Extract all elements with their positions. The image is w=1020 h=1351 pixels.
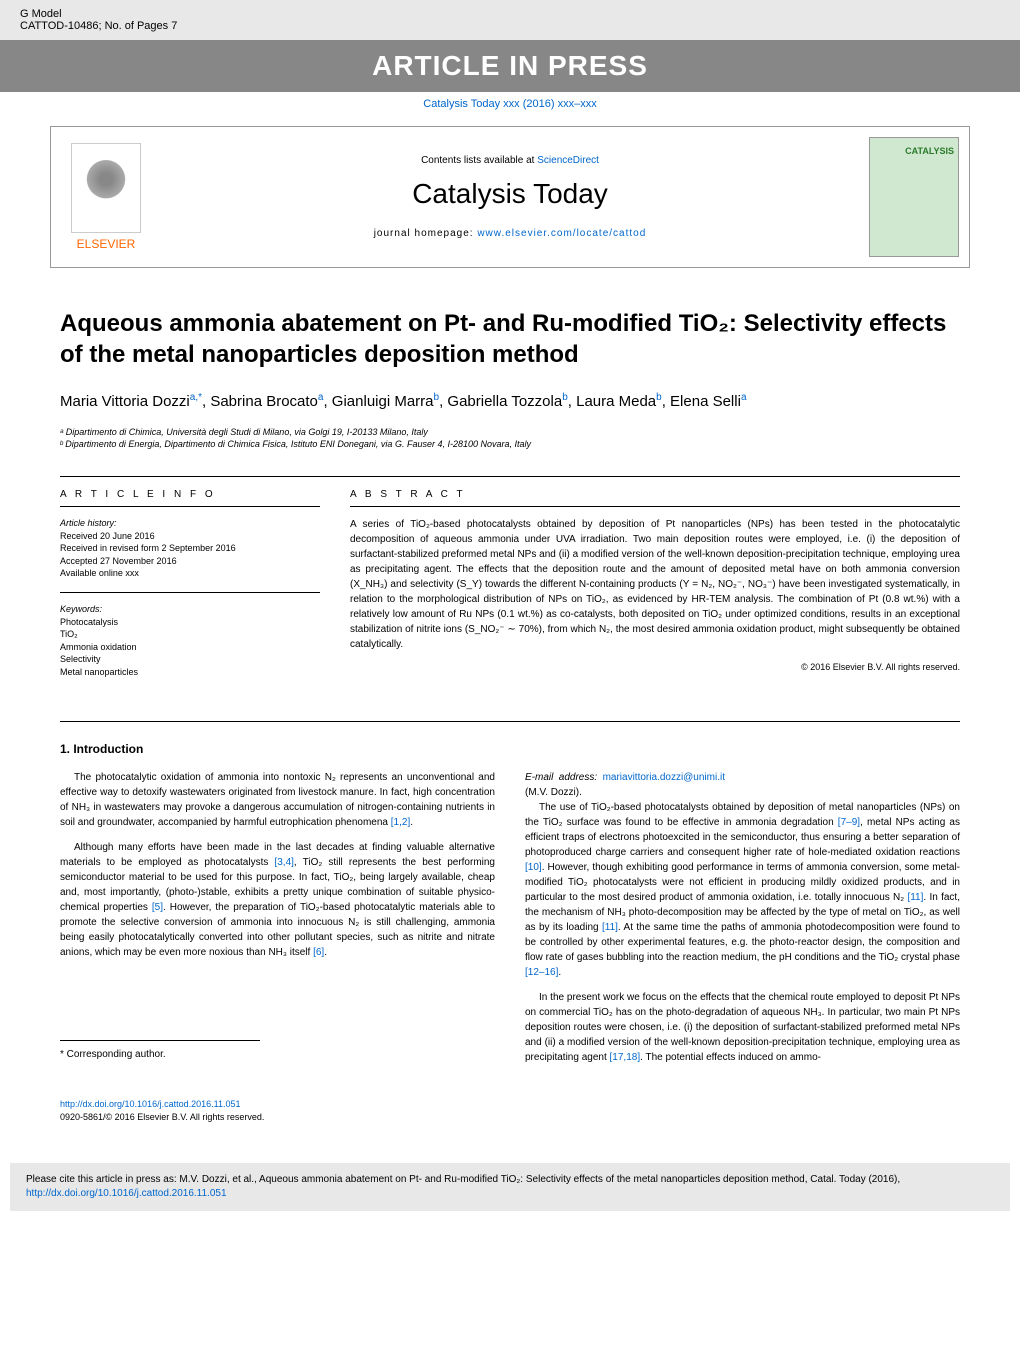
info-abstract-row: A R T I C L E I N F O Article history: R… [60, 476, 960, 691]
press-banner: ARTICLE IN PRESS [0, 40, 1020, 92]
ref-11b[interactable]: [11] [602, 922, 618, 933]
journal-ref-link[interactable]: Catalysis Today xxx (2016) xxx–xxx [0, 92, 1020, 116]
article-info-col: A R T I C L E I N F O Article history: R… [60, 489, 320, 691]
citation-box: Please cite this article in press as: M.… [10, 1163, 1010, 1211]
abstract-text: A series of TiO₂-based photocatalysts ob… [350, 517, 960, 652]
footer-info: http://dx.doi.org/10.1016/j.cattod.2016.… [60, 1098, 960, 1123]
accepted-date: Accepted 27 November 2016 [60, 555, 320, 568]
intro-heading: 1. Introduction [60, 742, 960, 756]
ref-17-18[interactable]: [17,18] [610, 1052, 641, 1063]
ref-6[interactable]: [6] [313, 947, 324, 958]
elsevier-logo: ELSEVIER [51, 127, 161, 267]
homepage-link[interactable]: www.elsevier.com/locate/cattod [477, 228, 646, 239]
keywords-label: Keywords: [60, 603, 320, 616]
homepage-line: journal homepage: www.elsevier.com/locat… [176, 228, 844, 239]
introduction-section: 1. Introduction The photocatalytic oxida… [60, 721, 960, 1069]
intro-p4: In the present work we focus on the effe… [525, 990, 960, 1065]
article-info-header: A R T I C L E I N F O [60, 489, 320, 507]
received-date: Received 20 June 2016 [60, 530, 320, 543]
contents-text: Contents lists available at [421, 155, 537, 166]
journal-cover-thumb: CATALYSIS [869, 137, 959, 257]
ref-10[interactable]: [10] [525, 862, 542, 873]
header-center: Contents lists available at ScienceDirec… [161, 140, 859, 254]
ref-3-4[interactable]: [3,4] [274, 857, 293, 868]
revised-date: Received in revised form 2 September 201… [60, 542, 320, 555]
intro-p1: The photocatalytic oxidation of ammonia … [60, 770, 495, 830]
elsevier-label: ELSEVIER [77, 237, 136, 251]
ref-1-2[interactable]: [1,2] [391, 817, 410, 828]
ref-7-9[interactable]: [7–9] [838, 817, 860, 828]
affiliations: ᵃ Dipartimento di Chimica, Università de… [60, 426, 960, 451]
intro-body: The photocatalytic oxidation of ammonia … [60, 770, 960, 1069]
abstract-copyright: © 2016 Elsevier B.V. All rights reserved… [350, 662, 960, 672]
cite-text: Please cite this article in press as: M.… [26, 1174, 900, 1185]
top-bar: G Model CATTOD-10486; No. of Pages 7 [0, 0, 1020, 40]
intro-p3: The use of TiO₂-based photocatalysts obt… [525, 800, 960, 980]
homepage-label: journal homepage: [374, 228, 478, 239]
abstract-header: A B S T R A C T [350, 489, 960, 507]
article-history: Article history: Received 20 June 2016 R… [60, 517, 320, 580]
article-title: Aqueous ammonia abatement on Pt- and Ru-… [60, 308, 960, 370]
email-line: E-mail address: mariavittoria.dozzi@unim… [525, 770, 725, 800]
ref-12-16[interactable]: [12–16] [525, 967, 558, 978]
issn-line: 0920-5861/© 2016 Elsevier B.V. All right… [60, 1111, 960, 1124]
history-label: Article history: [60, 517, 320, 530]
elsevier-tree-icon [71, 143, 141, 233]
journal-header-box: ELSEVIER Contents lists available at Sci… [50, 126, 970, 268]
cite-doi-link[interactable]: http://dx.doi.org/10.1016/j.cattod.2016.… [26, 1188, 227, 1199]
journal-title: Catalysis Today [176, 178, 844, 210]
article-code: CATTOD-10486; No. of Pages 7 [20, 20, 177, 32]
sciencedirect-link[interactable]: ScienceDirect [537, 155, 599, 166]
keywords-list: PhotocatalysisTiO₂Ammonia oxidationSelec… [60, 616, 320, 679]
ref-5[interactable]: [5] [152, 902, 163, 913]
ref-11a[interactable]: [11] [907, 892, 923, 903]
gmodel-label: G Model [20, 8, 177, 20]
author-email-link[interactable]: mariavittoria.dozzi@unimi.it [603, 772, 725, 783]
keywords-section: Keywords: PhotocatalysisTiO₂Ammonia oxid… [60, 603, 320, 679]
online-date: Available online xxx [60, 567, 320, 580]
author-list: Maria Vittoria Dozzia,*, Sabrina Brocato… [60, 390, 960, 414]
abstract-col: A B S T R A C T A series of TiO₂-based p… [350, 489, 960, 691]
main-content: Aqueous ammonia abatement on Pt- and Ru-… [0, 278, 1020, 1143]
gmodel-block: G Model CATTOD-10486; No. of Pages 7 [20, 8, 177, 32]
info-divider [60, 592, 320, 593]
journal-ref-text: Catalysis Today xxx (2016) xxx–xxx [423, 98, 596, 110]
contents-line: Contents lists available at ScienceDirec… [176, 155, 844, 166]
doi-link[interactable]: http://dx.doi.org/10.1016/j.cattod.2016.… [60, 1099, 240, 1109]
intro-p2: Although many efforts have been made in … [60, 840, 495, 960]
cover-title: CATALYSIS [905, 146, 954, 156]
corresponding-label: * Corresponding author. [60, 1047, 260, 1062]
